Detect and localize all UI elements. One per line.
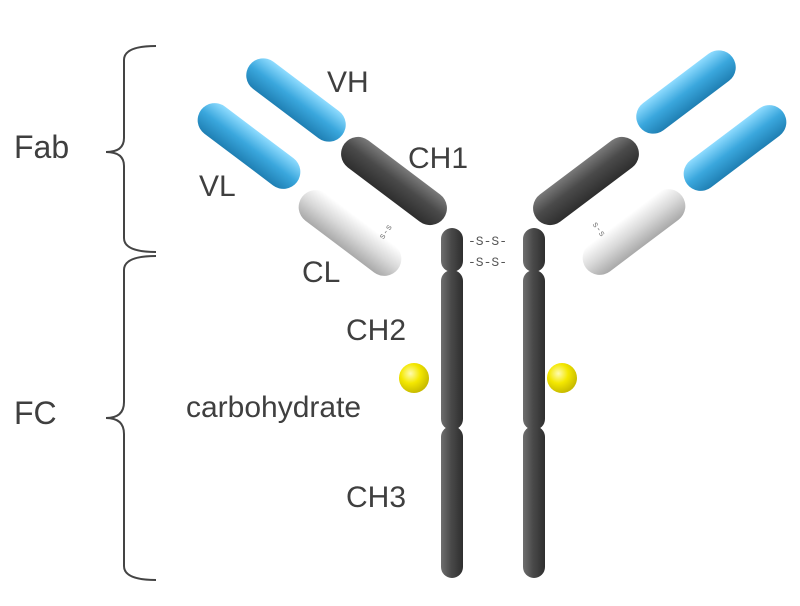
- left-ch1-domain: [341, 136, 447, 226]
- left-carbohydrate-dot: [399, 363, 429, 393]
- fab-label: Fab: [14, 129, 69, 165]
- hinge-disulfide-bottom: -S-S-: [468, 255, 507, 270]
- left-cl-domain: [298, 190, 402, 276]
- right-carbohydrate-dot: [547, 363, 577, 393]
- left-ch2-domain: [441, 270, 463, 430]
- fc-label: FC: [14, 395, 57, 431]
- hinge-disulfide-top: -S-S-: [468, 234, 507, 249]
- ch1-label: CH1: [408, 142, 468, 175]
- carbohydrate-label: carbohydrate: [186, 391, 361, 424]
- left-light-heavy-disulfide: s-s: [377, 223, 394, 242]
- left-hinge: [441, 228, 463, 272]
- left-ch3-domain: [441, 426, 463, 578]
- vl-label: VL: [199, 170, 236, 203]
- left-vh-domain: [246, 58, 346, 142]
- right-vl-domain: [683, 105, 787, 191]
- right-vh-domain: [636, 50, 736, 134]
- cl-label: CL: [302, 256, 340, 289]
- fc-brace: [105, 255, 157, 581]
- vh-label: VH: [327, 66, 369, 99]
- right-hinge: [523, 228, 545, 272]
- left-vl-domain: [197, 103, 301, 189]
- ch3-label: CH3: [346, 481, 406, 514]
- ch2-label: CH2: [346, 314, 406, 347]
- right-ch1-domain: [533, 136, 639, 226]
- fab-brace: [105, 45, 157, 253]
- right-cl-domain: [582, 189, 686, 275]
- right-ch3-domain: [523, 426, 545, 578]
- right-ch2-domain: [523, 270, 545, 430]
